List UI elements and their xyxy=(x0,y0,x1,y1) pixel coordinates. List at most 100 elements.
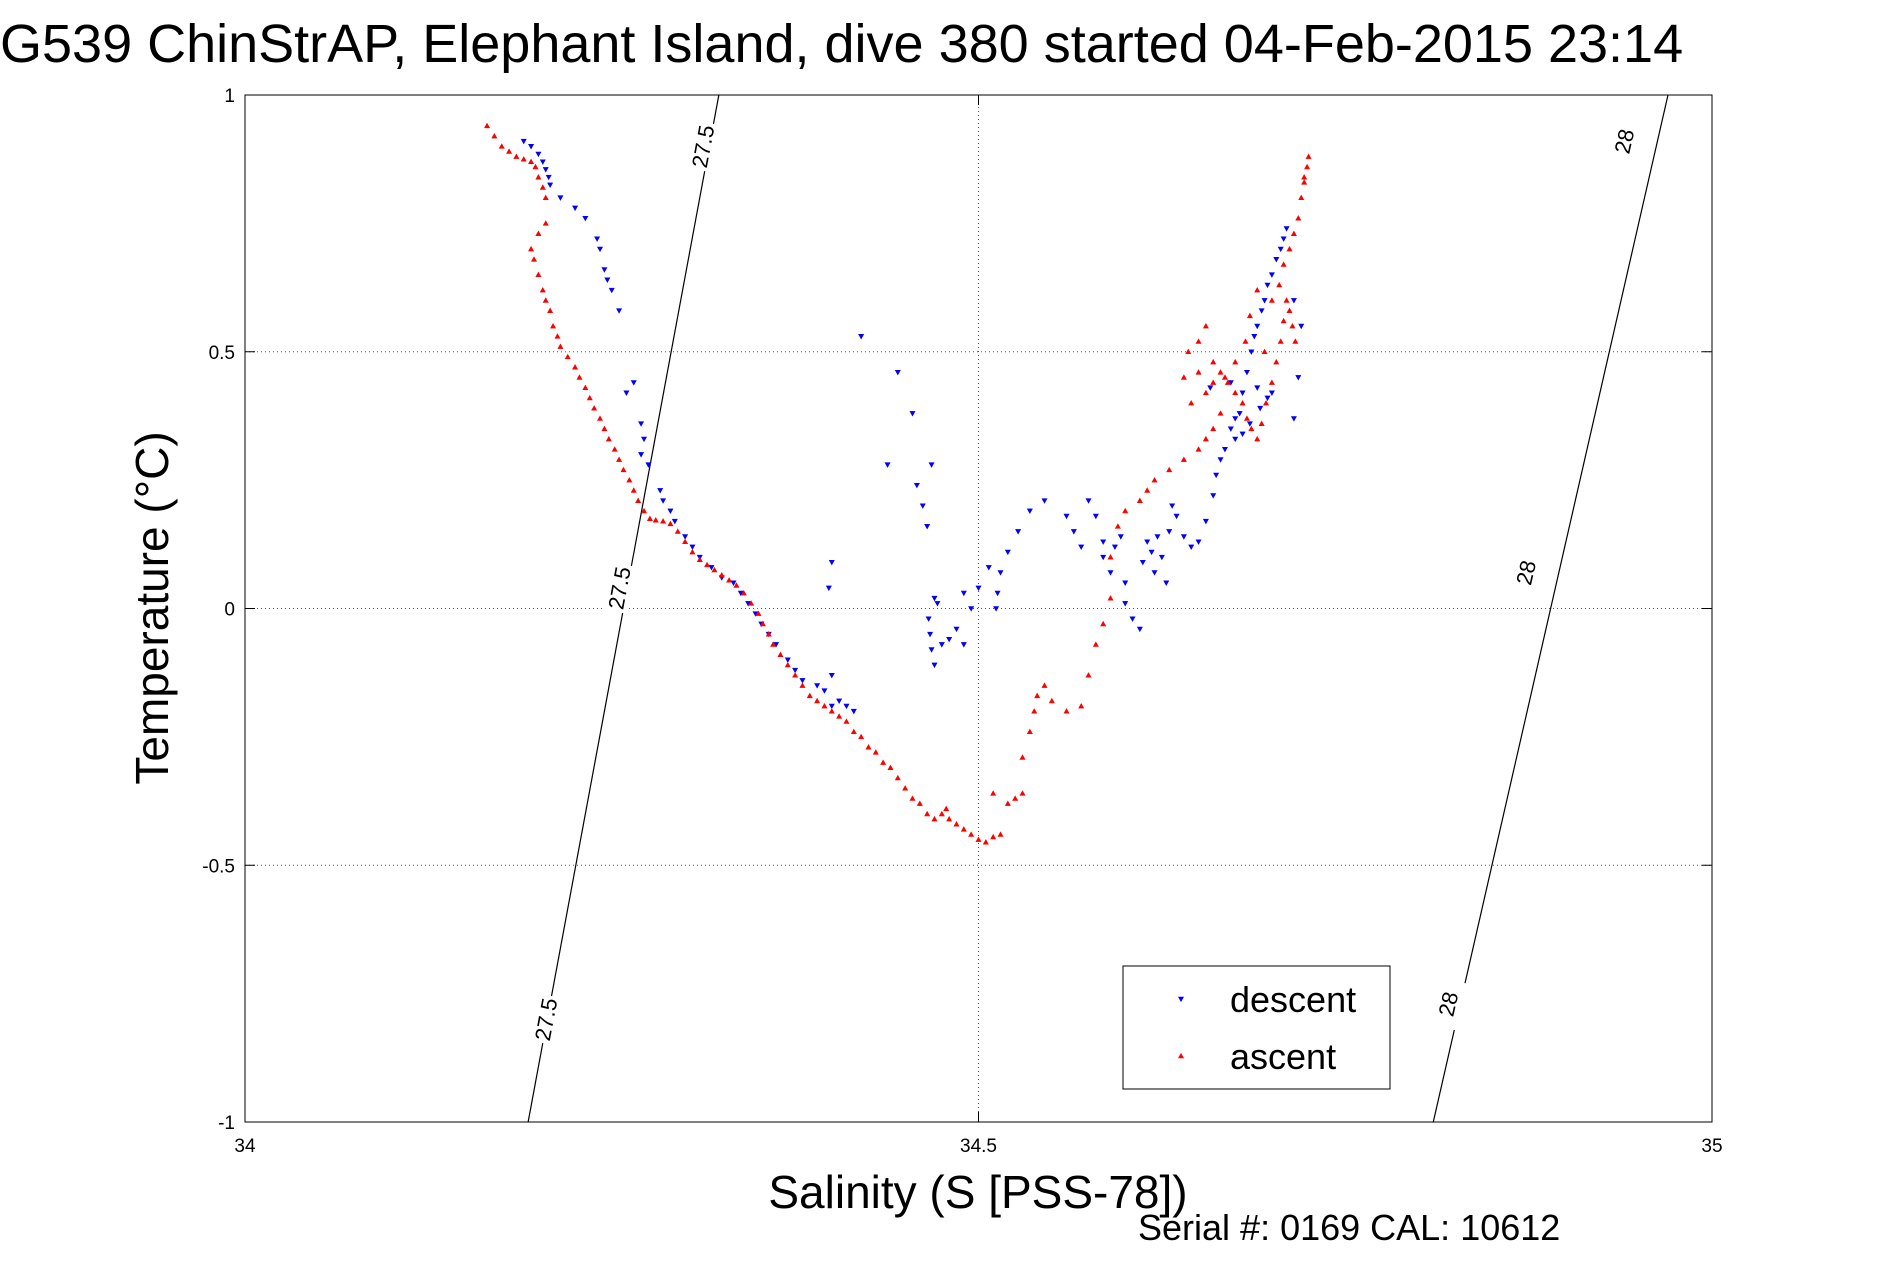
descent-point xyxy=(1111,544,1118,550)
descent-point xyxy=(1100,539,1107,545)
ascent-point xyxy=(1261,348,1268,355)
descent-point xyxy=(1258,308,1265,314)
descent-point xyxy=(913,482,920,489)
descent-point xyxy=(1268,390,1275,396)
ascent-point xyxy=(828,708,835,714)
y-axis-title: Temperature (°C) xyxy=(126,431,178,784)
descent-point xyxy=(1166,529,1173,535)
ascent-point xyxy=(498,143,505,149)
descent-point xyxy=(597,246,604,253)
ascent-point xyxy=(1248,425,1255,432)
ascent-point xyxy=(1144,487,1151,493)
ascent-point xyxy=(1012,795,1019,801)
descent-point xyxy=(1239,431,1246,438)
ascent-point xyxy=(836,713,843,719)
descent-point xyxy=(1202,518,1209,525)
ascent-point xyxy=(1276,281,1283,288)
descent-point xyxy=(1078,544,1085,550)
descent-point xyxy=(667,508,674,515)
descent-point xyxy=(1158,554,1165,561)
ascent-point xyxy=(1246,312,1253,319)
ascent-point xyxy=(635,497,642,503)
x-tick-label: 35 xyxy=(1701,1136,1722,1157)
data-points xyxy=(484,122,1312,845)
legend-marker-descent xyxy=(1177,996,1185,1003)
y-tick-label: -0.5 xyxy=(202,856,235,877)
descent-point xyxy=(994,590,1001,597)
ascent-point xyxy=(938,810,945,817)
ascent-point xyxy=(784,661,791,668)
isopycnal-label-bg xyxy=(601,561,637,614)
ascent-point xyxy=(1166,466,1173,473)
ascent-point xyxy=(909,795,916,801)
ascent-point xyxy=(591,405,598,411)
legend-box xyxy=(1122,965,1391,1090)
ascent-point xyxy=(520,156,527,162)
descent-point xyxy=(1117,534,1124,540)
ascent-point xyxy=(620,466,627,473)
descent-point xyxy=(616,308,623,314)
ascent-point xyxy=(1280,317,1287,324)
ascent-point xyxy=(1202,435,1209,442)
descent-point xyxy=(1154,534,1161,540)
ascent-point xyxy=(1195,446,1202,452)
descent-point xyxy=(825,585,832,592)
ascent-point xyxy=(1221,374,1228,380)
ascent-point xyxy=(1254,287,1261,293)
ascent-point xyxy=(704,561,711,568)
ascent-point xyxy=(1180,374,1187,380)
ascent-point xyxy=(733,582,740,588)
descent-point xyxy=(1004,549,1011,556)
ascent-point xyxy=(887,764,894,770)
ascent-point xyxy=(513,153,520,159)
ascent-point xyxy=(1268,297,1275,303)
descent-point xyxy=(1217,457,1224,463)
ascent-point xyxy=(1277,338,1284,344)
ascent-point xyxy=(1292,338,1299,344)
ascent-point xyxy=(582,384,589,390)
descent-point xyxy=(1246,421,1253,427)
descent-point xyxy=(539,159,546,165)
ascent-point xyxy=(916,800,923,806)
ascent-point xyxy=(1254,435,1261,442)
ascent-point xyxy=(611,446,618,452)
ascent-point xyxy=(814,697,821,704)
descent-point xyxy=(542,167,549,173)
ascent-point xyxy=(674,528,681,534)
ascent-point xyxy=(1085,672,1092,678)
ascent-point xyxy=(1136,497,1143,503)
descent-point xyxy=(1122,601,1129,607)
ascent-point xyxy=(1092,641,1099,647)
descent-point xyxy=(993,606,1000,612)
ascent-point xyxy=(539,184,546,190)
ascent-point xyxy=(528,158,535,165)
ascent-point xyxy=(975,836,982,842)
descent-point xyxy=(1261,298,1268,304)
descent-point xyxy=(1273,257,1280,263)
descent-point xyxy=(1195,539,1202,545)
descent-point xyxy=(708,565,715,571)
ascent-point xyxy=(872,749,879,755)
chart-title: G539 ChinStrAP, Elephant Island, dive 38… xyxy=(0,14,1683,74)
ascent-point xyxy=(843,718,850,724)
descent-point xyxy=(960,642,967,648)
ascent-point xyxy=(1301,174,1308,180)
descent-point xyxy=(828,703,835,710)
ascent-point xyxy=(547,307,554,313)
descent-point xyxy=(828,559,835,566)
descent-point xyxy=(1151,570,1158,576)
isopycnal-label-bg xyxy=(1605,114,1643,168)
ascent-point xyxy=(542,220,549,226)
ascent-point xyxy=(506,148,513,154)
descent-point xyxy=(934,601,941,607)
descent-point xyxy=(836,698,843,705)
descent-point xyxy=(1207,385,1214,391)
ascent-point xyxy=(564,353,571,360)
ascent-point xyxy=(1107,554,1114,560)
descent-point xyxy=(828,672,835,679)
descent-point xyxy=(909,411,916,417)
ascent-point xyxy=(616,456,623,462)
ascent-point xyxy=(1100,620,1107,627)
ascent-point xyxy=(997,831,1004,837)
descent-point xyxy=(594,236,601,242)
